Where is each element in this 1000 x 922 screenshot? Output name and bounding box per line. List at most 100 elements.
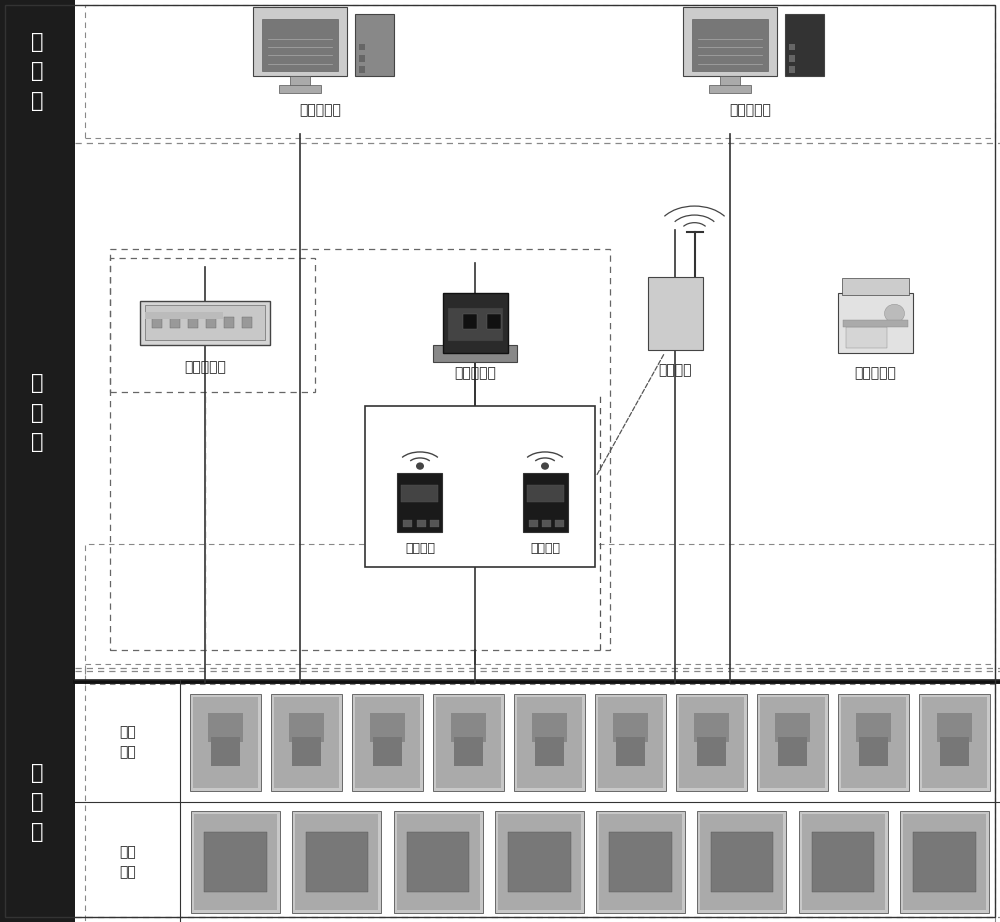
- Bar: [498, 814, 581, 910]
- Text: 防误
锁具: 防误 锁具: [119, 726, 136, 759]
- Bar: [613, 714, 648, 742]
- Bar: [170, 317, 180, 328]
- Bar: [508, 832, 571, 892]
- Bar: [487, 313, 501, 328]
- Bar: [194, 814, 277, 910]
- Bar: [190, 693, 261, 791]
- Bar: [683, 6, 777, 77]
- Text: 通讯管理机: 通讯管理机: [184, 360, 226, 374]
- Bar: [922, 697, 987, 787]
- Bar: [85, 544, 995, 922]
- Bar: [373, 738, 402, 766]
- Bar: [529, 520, 538, 527]
- Bar: [596, 811, 685, 913]
- Bar: [206, 317, 216, 328]
- Bar: [720, 77, 740, 87]
- Bar: [193, 697, 258, 787]
- Bar: [697, 738, 726, 766]
- Text: 电力
设备: 电力 设备: [119, 845, 136, 879]
- Bar: [838, 693, 909, 791]
- Bar: [700, 814, 783, 910]
- Bar: [145, 312, 223, 319]
- Bar: [757, 693, 828, 791]
- Bar: [838, 292, 912, 352]
- Text: 无线基站: 无线基站: [658, 363, 692, 378]
- Bar: [292, 738, 321, 766]
- Bar: [152, 317, 162, 328]
- Bar: [711, 832, 773, 892]
- Bar: [527, 485, 564, 502]
- Text: 监控工作站: 监控工作站: [729, 103, 771, 118]
- Bar: [397, 473, 442, 533]
- Bar: [842, 320, 908, 327]
- Bar: [211, 738, 240, 766]
- Bar: [842, 278, 908, 295]
- Bar: [188, 317, 198, 328]
- Bar: [289, 714, 324, 742]
- Bar: [616, 738, 645, 766]
- Bar: [352, 693, 423, 791]
- Bar: [208, 714, 243, 742]
- Bar: [903, 814, 986, 910]
- Bar: [789, 55, 795, 62]
- Bar: [295, 814, 378, 910]
- Bar: [110, 258, 315, 392]
- Text: 电脑钥匙: 电脑钥匙: [405, 542, 435, 555]
- Bar: [110, 249, 610, 650]
- Bar: [407, 832, 469, 892]
- Bar: [676, 693, 747, 791]
- Bar: [913, 832, 976, 892]
- Bar: [514, 693, 585, 791]
- Bar: [555, 520, 564, 527]
- Bar: [430, 520, 438, 527]
- Text: 站
控
层: 站 控 层: [31, 32, 44, 111]
- Bar: [599, 814, 682, 910]
- Bar: [495, 811, 584, 913]
- Text: 间
隔
层: 间 隔 层: [31, 373, 44, 452]
- Bar: [290, 77, 310, 87]
- Text: 防误工作站: 防误工作站: [299, 103, 341, 118]
- Bar: [760, 697, 825, 787]
- Bar: [919, 693, 990, 791]
- Bar: [306, 832, 368, 892]
- Bar: [279, 86, 321, 92]
- Bar: [900, 811, 989, 913]
- Bar: [697, 811, 786, 913]
- Bar: [694, 714, 729, 742]
- Bar: [397, 814, 480, 910]
- Bar: [403, 520, 412, 527]
- Circle shape: [541, 462, 549, 469]
- Bar: [775, 714, 810, 742]
- Bar: [359, 66, 365, 73]
- Circle shape: [416, 462, 424, 469]
- Bar: [359, 44, 365, 51]
- Bar: [140, 301, 270, 345]
- Bar: [145, 305, 265, 340]
- Bar: [523, 473, 568, 533]
- Bar: [274, 697, 339, 787]
- Bar: [204, 832, 267, 892]
- Bar: [242, 317, 252, 328]
- Bar: [937, 714, 972, 742]
- Bar: [940, 738, 969, 766]
- Bar: [692, 18, 768, 70]
- Bar: [451, 714, 486, 742]
- Bar: [433, 693, 504, 791]
- Bar: [271, 693, 342, 791]
- Text: 激光打印机: 激光打印机: [854, 366, 896, 381]
- Bar: [595, 693, 666, 791]
- Bar: [442, 292, 508, 352]
- Bar: [454, 738, 483, 766]
- Bar: [416, 520, 426, 527]
- Text: 通讯适配器: 通讯适配器: [454, 366, 496, 381]
- Bar: [355, 14, 394, 77]
- Bar: [191, 811, 280, 913]
- Bar: [859, 738, 888, 766]
- Bar: [359, 55, 365, 62]
- Bar: [394, 811, 483, 913]
- Circle shape: [885, 304, 904, 323]
- Bar: [778, 738, 807, 766]
- Bar: [436, 697, 501, 787]
- Bar: [517, 697, 582, 787]
- Bar: [401, 485, 438, 502]
